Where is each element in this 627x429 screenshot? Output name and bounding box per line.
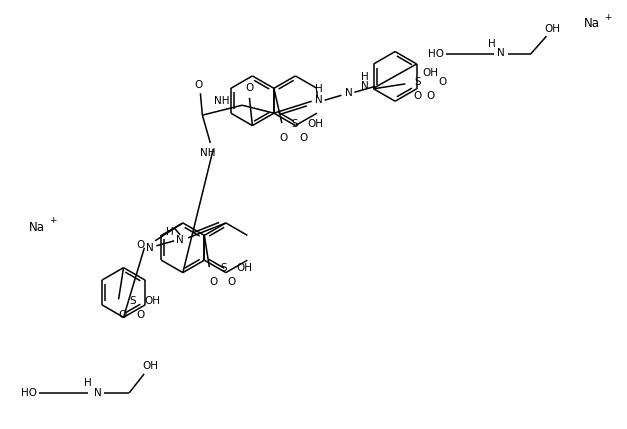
Text: N: N [315,95,322,105]
Text: H: H [315,85,322,94]
Text: O: O [413,91,421,101]
Text: HO: HO [428,49,444,59]
Text: OH: OH [236,263,252,273]
Text: N: N [176,235,184,245]
Text: S: S [129,296,136,306]
Text: O: O [194,80,203,91]
Text: S: S [414,77,421,87]
Text: S: S [292,119,298,129]
Text: OH: OH [144,296,161,306]
Text: S: S [220,263,226,273]
Text: H: H [83,378,92,388]
Text: OH: OH [308,119,324,129]
Text: O: O [300,133,308,143]
Text: OH: OH [422,68,438,78]
Text: OH: OH [142,361,158,371]
Text: N: N [497,48,505,58]
Text: +: + [604,13,612,22]
Text: O: O [426,91,435,101]
Text: O: O [137,240,145,250]
Text: +: + [49,217,56,226]
Text: O: O [438,77,446,87]
Text: HO: HO [21,388,37,398]
Text: O: O [245,83,253,93]
Text: O: O [227,277,235,287]
Text: Na: Na [584,17,600,30]
Text: H: H [488,39,496,49]
Text: N: N [345,88,352,98]
Text: NH: NH [199,148,215,158]
Text: H: H [166,227,174,237]
Text: O: O [280,133,288,143]
Text: O: O [209,277,218,287]
Text: Na: Na [29,221,45,234]
Text: OH: OH [544,24,561,34]
Text: N: N [361,82,369,91]
Text: H: H [361,73,369,82]
Text: O: O [136,310,145,320]
Text: O: O [119,310,127,320]
Text: N: N [147,243,154,253]
Text: NH: NH [214,96,229,106]
Text: N: N [93,388,102,398]
